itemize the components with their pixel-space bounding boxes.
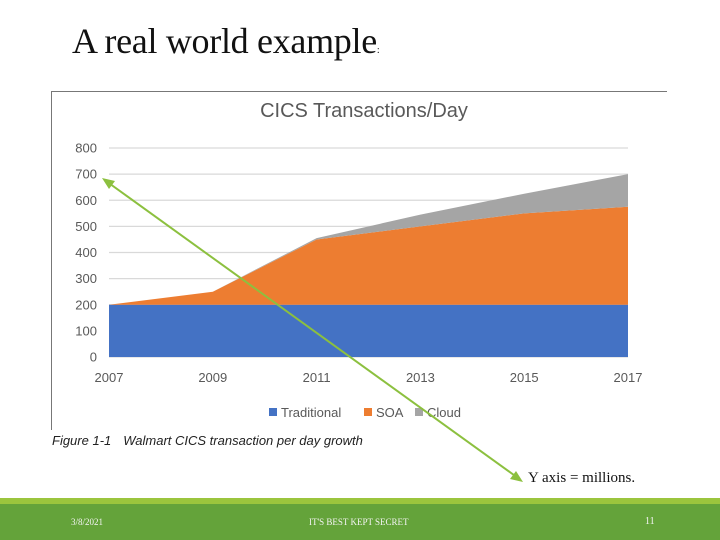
footer-date: 3/8/2021 xyxy=(71,517,104,527)
y-tick-label: 300 xyxy=(75,271,97,286)
legend-item-cloud: Cloud xyxy=(415,405,461,420)
y-tick-label: 800 xyxy=(75,141,97,156)
y-tick-label: 600 xyxy=(75,193,97,208)
slide-title-text: A real world example xyxy=(72,21,377,61)
x-tick-label: 2011 xyxy=(303,370,331,385)
chart-title: CICS Transactions/Day xyxy=(260,100,468,122)
y-tick-label: 200 xyxy=(75,297,97,312)
legend-swatch-icon xyxy=(364,408,372,416)
legend-label: Cloud xyxy=(427,405,461,420)
legend-swatch-icon xyxy=(415,408,423,416)
page-number: 11 xyxy=(645,516,655,527)
arrow-annotation xyxy=(102,178,523,482)
y-axis-ticks: 0 100 200 300 400 500 600 700 800 xyxy=(75,141,97,365)
legend-item-traditional: Traditional xyxy=(269,405,341,420)
slide-title-suffix: : xyxy=(376,45,380,56)
footer-text: IT'S BEST KEPT SECRET xyxy=(309,517,409,527)
legend-label: SOA xyxy=(376,405,404,420)
area-soa xyxy=(109,206,628,305)
x-tick-label: 2017 xyxy=(614,370,643,385)
caption-label: Figure 1-1 xyxy=(52,433,112,448)
y-tick-label: 500 xyxy=(75,219,97,234)
figure-frame xyxy=(51,91,667,430)
figure-caption: Figure 1-1 Walmart CICS transaction per d… xyxy=(52,433,363,448)
y-axis-note: Y axis = millions. xyxy=(528,470,636,486)
area-traditional xyxy=(109,304,628,357)
x-tick-label: 2009 xyxy=(198,370,227,385)
y-tick-label: 100 xyxy=(75,323,97,338)
x-tick-label: 2007 xyxy=(95,370,124,385)
legend-swatch-icon xyxy=(269,408,277,416)
y-tick-label: 0 xyxy=(90,350,97,365)
arrow-head-top-icon xyxy=(102,178,115,189)
area-cloud xyxy=(109,174,628,305)
y-tick-label: 700 xyxy=(75,167,97,182)
chart-areas xyxy=(109,174,628,357)
footer-accent-strip xyxy=(0,498,720,504)
x-tick-label: 2015 xyxy=(510,370,539,385)
x-axis-ticks: 2007 2009 2011 2013 2015 2017 xyxy=(95,370,643,385)
legend-item-soa: SOA xyxy=(364,405,404,420)
y-tick-label: 400 xyxy=(75,245,97,260)
footer-bar: 3/8/2021 IT'S BEST KEPT SECRET 11 xyxy=(0,504,720,540)
slide-title: A real world example: xyxy=(72,20,380,62)
chart-legend: Traditional SOA Cloud xyxy=(269,405,461,420)
x-tick-label: 2013 xyxy=(406,370,435,385)
arrow-head-bottom-icon xyxy=(510,471,523,482)
legend-label: Traditional xyxy=(281,405,341,420)
caption-text: Walmart CICS transaction per day growth xyxy=(123,433,363,448)
